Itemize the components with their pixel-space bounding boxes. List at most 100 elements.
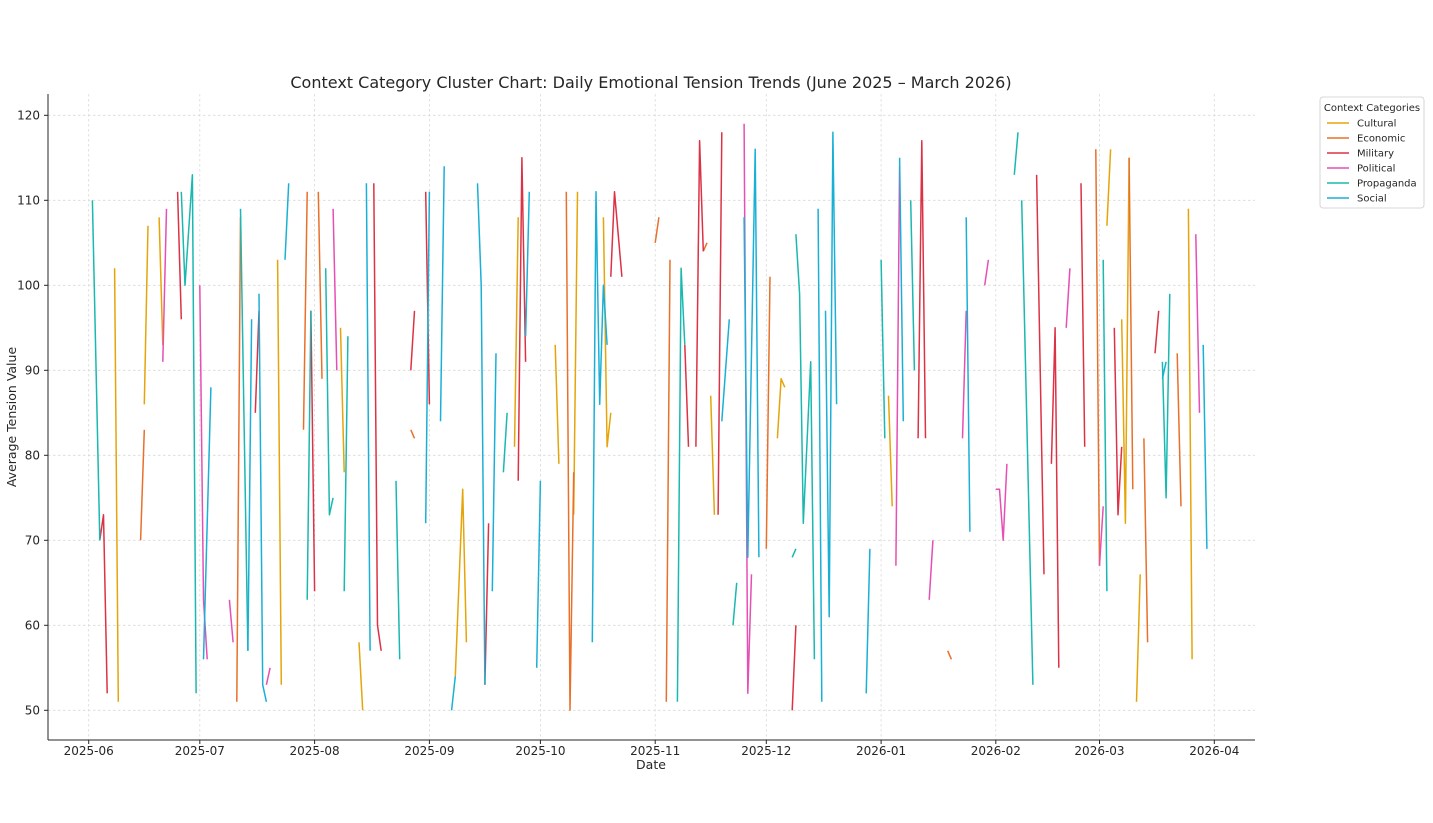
series-propaganda-line <box>395 480 401 660</box>
series-military-line <box>610 191 623 277</box>
y-axis-label: Average Tension Value <box>4 347 19 488</box>
series-military-line <box>373 183 382 651</box>
series-political-line <box>199 285 208 660</box>
series-economic-line <box>565 191 575 712</box>
x-tick-label: 2025-07 <box>175 744 225 758</box>
series-social-line <box>824 131 838 618</box>
series-economic <box>139 149 1182 712</box>
series-cultural-line <box>339 327 345 473</box>
series-social-line <box>965 217 971 532</box>
series-cultural-line <box>572 191 579 515</box>
y-tick-label: 100 <box>17 278 40 292</box>
legend-label-propaganda: Propaganda <box>1357 179 1417 190</box>
series-cultural-line <box>1135 574 1141 702</box>
series-social-line <box>1161 361 1167 379</box>
series-military-line <box>1113 327 1123 516</box>
series-economic-line <box>1176 353 1182 507</box>
series-propaganda-line <box>1013 132 1019 175</box>
legend: Context Categories Cultural Economic Milit… <box>1319 96 1425 209</box>
series-social-line <box>721 319 731 422</box>
series-military-line <box>791 625 797 711</box>
x-tick-label: 2025-12 <box>741 744 791 758</box>
series-propaganda-line <box>343 336 349 592</box>
series-social-line <box>476 183 486 685</box>
series-social-line <box>284 183 290 260</box>
legend-label-cultural: Cultural <box>1357 119 1396 130</box>
series-military <box>99 132 1160 711</box>
x-tick-label: 2025-06 <box>64 744 114 758</box>
series-social <box>202 131 1208 711</box>
series-economic-line <box>1143 438 1149 643</box>
series-economic-line <box>765 276 771 549</box>
series-political-line <box>995 463 1008 542</box>
series-military-line <box>410 310 416 371</box>
series-military-line <box>517 157 527 481</box>
series-propaganda-line <box>502 412 508 473</box>
series-economic-line <box>317 191 323 379</box>
legend-frame <box>1319 96 1425 209</box>
x-tick-label: 2025-09 <box>404 744 454 758</box>
series-political-line <box>265 667 271 685</box>
y-tick-label: 110 <box>17 193 40 207</box>
series-military-line <box>695 140 705 447</box>
series-economic-line <box>1095 149 1101 566</box>
series-cultural-line <box>602 217 612 448</box>
series-social-line <box>247 319 253 651</box>
series-cultural-line <box>158 217 164 345</box>
y-tick-label: 60 <box>25 618 40 632</box>
series-cultural-line <box>1187 208 1193 660</box>
series-propaganda-line <box>324 268 334 516</box>
series-military-line <box>917 140 927 439</box>
series-social-line <box>1202 344 1208 549</box>
legend-title: Context Categories <box>1324 103 1420 114</box>
series-economic-line <box>1128 157 1134 490</box>
series-propaganda <box>91 132 1171 702</box>
series-social-line <box>491 353 497 592</box>
legend-label-political: Political <box>1357 164 1395 175</box>
series-political-line <box>961 310 967 439</box>
series-propaganda-line <box>91 200 101 541</box>
x-tick-label: 2025-11 <box>630 744 680 758</box>
y-tick-label: 90 <box>25 363 40 377</box>
series-cultural-line <box>1106 149 1112 226</box>
x-tick-label: 2026-01 <box>856 744 906 758</box>
series-economic-line <box>665 259 671 702</box>
series-social-line <box>898 157 905 422</box>
series-social-line <box>865 548 871 694</box>
series-military-line <box>1154 310 1160 354</box>
x-axis-label: Date <box>636 757 666 772</box>
chart-title: Context Category Cluster Chart: Daily Em… <box>290 73 1011 92</box>
series-economic-line <box>302 191 308 430</box>
series-military-line <box>717 132 723 515</box>
series-cultural-line <box>887 395 893 507</box>
x-axis-ticks: 2025-06 2025-07 2025-08 2025-09 2025-10 2025-… <box>64 740 1239 758</box>
series-economic-line <box>654 217 660 243</box>
series-social-line <box>202 387 212 660</box>
y-tick-label: 50 <box>25 703 40 717</box>
series-military-line <box>99 514 108 694</box>
y-tick-label: 80 <box>25 448 40 462</box>
series-propaganda-line <box>1161 293 1171 499</box>
series-cultural-line <box>776 378 786 439</box>
series-cultural-line <box>554 344 560 464</box>
series-military-line <box>1080 183 1086 447</box>
series-cultural-line <box>276 259 283 685</box>
series-social-line <box>450 676 457 711</box>
series-propaganda-line <box>909 200 916 371</box>
series-propaganda-line <box>732 582 738 626</box>
series-cultural-line <box>358 642 364 711</box>
series-social-line <box>524 191 531 337</box>
series-cultural <box>113 149 1193 711</box>
y-tick-label: 120 <box>17 108 40 122</box>
series-economic-line <box>139 429 146 541</box>
series-propaganda-line <box>795 234 816 660</box>
series-propaganda-line <box>791 548 797 558</box>
legend-label-economic: Economic <box>1357 134 1405 145</box>
series-propaganda-line <box>306 310 312 600</box>
series-political-line <box>1098 506 1104 566</box>
legend-label-social: Social <box>1357 194 1387 205</box>
legend-items: Cultural Economic Military Political Propaga… <box>1327 119 1417 205</box>
legend-label-military: Military <box>1357 149 1394 160</box>
series-economic-line <box>236 217 242 702</box>
